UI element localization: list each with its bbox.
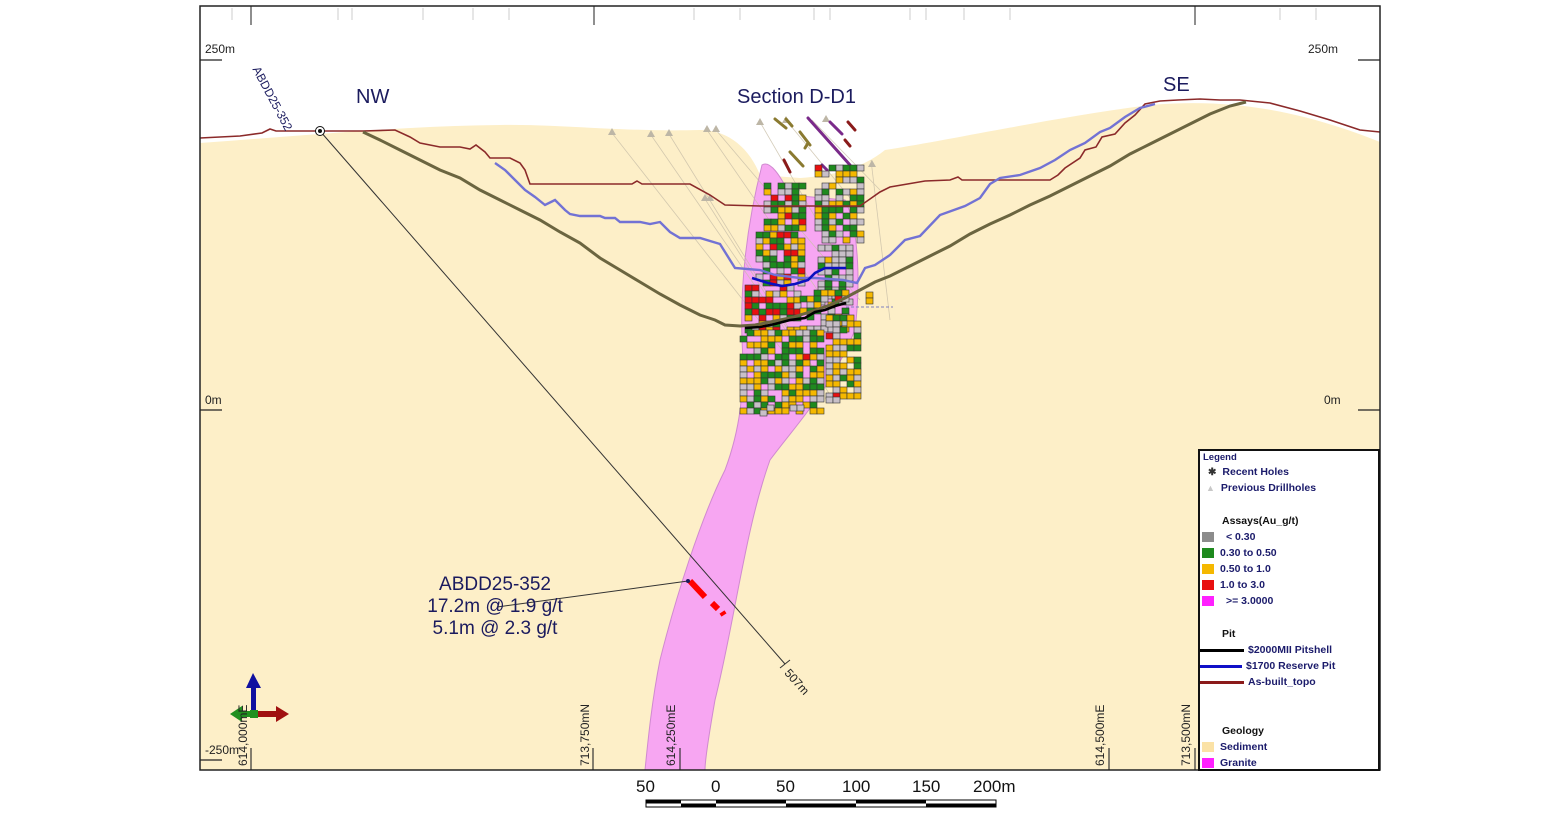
elevation-label-minus250: -250m: [205, 743, 240, 757]
drillhole-intercepts: [687, 578, 727, 617]
sediment-area: [200, 103, 1380, 770]
scale-label-100: 100: [842, 777, 871, 796]
direction-se-label: SE: [1163, 74, 1190, 96]
grid-label-713750n: 713,750mN: [578, 703, 592, 766]
intercept-callout-line: [496, 580, 689, 608]
legend-pit-2: As-built_topo: [1200, 676, 1316, 688]
legend-assays-header: Assays(Au_g/t): [1222, 515, 1299, 527]
previous-drillhole-icon: ▲: [1206, 483, 1215, 493]
granite-swatch: [1202, 758, 1214, 768]
pitshell-2000-swatch: [1200, 648, 1244, 652]
previous-drillhole-collars: [608, 115, 876, 201]
assay-blocks: [739, 164, 874, 417]
orientation-axes-icon: [230, 673, 289, 722]
reserve-pit-line: [494, 102, 1156, 285]
assay-swatch-green: [1202, 548, 1214, 558]
top-ticks: [250, 6, 1196, 25]
legend-previous-drillholes: ▲ Previous Drillholes: [1206, 482, 1316, 494]
legend-assay-3: 1.0 to 3.0: [1202, 579, 1265, 591]
scale-label-0: 0: [711, 777, 721, 796]
reserve-pit-core-line: [751, 266, 846, 288]
legend-pit-0: $2000MII Pitshell: [1200, 644, 1332, 656]
direction-nw-label: NW: [356, 86, 390, 108]
sediment-swatch: [1202, 742, 1214, 752]
recent-hole-collar-icon: [315, 126, 325, 136]
intercept-1: 17.2m @ 1.9 g/t: [427, 596, 563, 617]
legend-geology-0: Sediment: [1202, 741, 1267, 753]
elevation-label-0-left: 0m: [205, 393, 222, 407]
as-built-topo-line: [199, 98, 1381, 207]
legend-recent-holes-label: Recent Holes: [1222, 466, 1289, 478]
legend-recent-holes: ✱ Recent Holes: [1208, 466, 1289, 478]
elevation-label-0-right: 0m: [1324, 393, 1341, 407]
legend-previous-drillholes-label: Previous Drillholes: [1220, 482, 1317, 494]
legend-assay-2: 0.50 to 1.0: [1202, 563, 1271, 575]
assay-swatch-grey: [1202, 532, 1214, 542]
intercept-hole-name: ABDD25-352: [439, 574, 551, 595]
pitshell-2000-line: [744, 301, 847, 330]
elevation-label-250-right: 250m: [1308, 42, 1339, 56]
reserve-pit-swatch: [1200, 664, 1242, 668]
scale-bar: [645, 799, 997, 808]
map-border: [199, 5, 1381, 771]
drillhole-end-tick: [779, 659, 791, 669]
grid-label-713500n: 713,500mN: [1179, 703, 1193, 766]
assay-swatch-magenta: [1202, 596, 1214, 606]
legend-title: Legend: [1203, 452, 1237, 463]
callout-anchor: [686, 579, 690, 583]
assay-swatch-yellow: [1202, 564, 1214, 574]
grid-label-614250e: 614,250mE: [664, 704, 678, 766]
grid-label-614000e: 614,000mE: [236, 704, 250, 766]
intercept-callout: ABDD25-352 17.2m @ 1.9 g/t 5.1m @ 2.3 g/…: [410, 574, 580, 640]
elevation-ticks: [200, 59, 1380, 761]
elevation-label-250-left: 250m: [205, 42, 236, 56]
grid-label-614500e: 614,500mE: [1093, 704, 1107, 766]
legend-assay-0: < 0.30: [1202, 531, 1256, 543]
legend-geology-1: Granite: [1202, 757, 1257, 769]
legend-pit-header: Pit: [1222, 628, 1236, 640]
legend: Legend ✱ Recent Holes ▲ Previous Drillho…: [1198, 449, 1380, 771]
scale-label-50: 50: [776, 777, 795, 796]
as-built-topo-swatch: [1200, 680, 1244, 684]
scale-label-50-left: 50: [636, 777, 655, 796]
shallow-assay-traces: [773, 116, 857, 174]
drillhole-abdd25-352-trace: [319, 130, 786, 665]
minor-top-ticks: [231, 8, 1317, 20]
legend-assay-1: 0.30 to 0.50: [1202, 547, 1277, 559]
scale-label-200m: 200m: [973, 777, 1016, 796]
bottom-ticks: [250, 748, 1196, 770]
legend-assay-4: >= 3.0000: [1202, 595, 1273, 607]
intercept-2: 5.1m @ 2.3 g/t: [432, 618, 558, 639]
legend-pit-1: $1700 Reserve Pit: [1200, 660, 1335, 672]
assay-swatch-red: [1202, 580, 1214, 590]
legend-geology-header: Geology: [1222, 725, 1265, 737]
recent-hole-icon: ✱: [1208, 466, 1217, 478]
scale-label-150: 150: [912, 777, 941, 796]
pitshell-olive-line: [362, 100, 1247, 328]
section-title: Section D-D1: [737, 86, 856, 108]
